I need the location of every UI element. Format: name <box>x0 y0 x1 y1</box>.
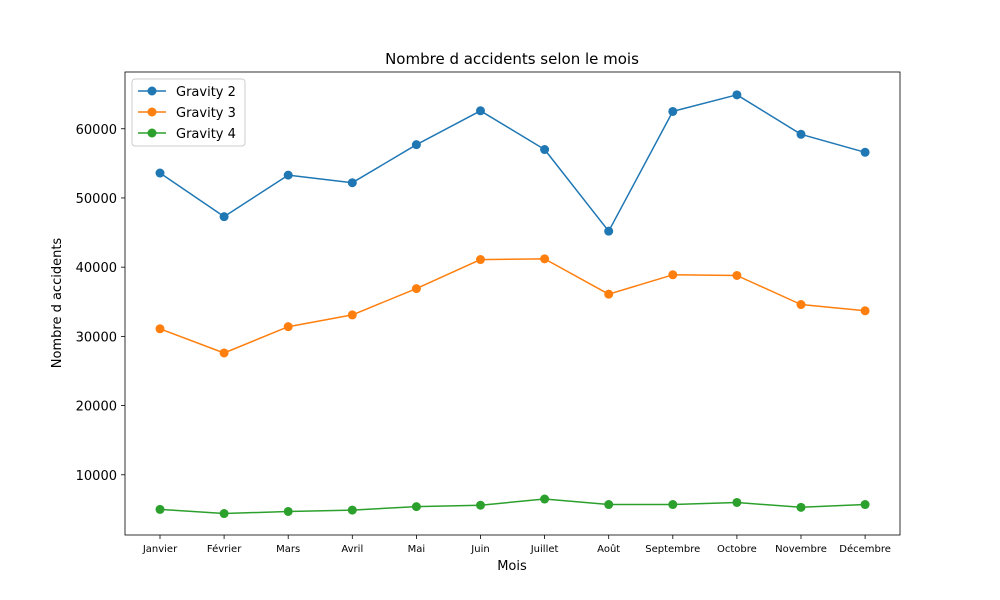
y-tick-label: 30000 <box>76 330 117 345</box>
series-line <box>159 258 866 354</box>
y-tick-label: 20000 <box>76 400 117 415</box>
y-tick-label: 60000 <box>76 123 117 138</box>
data-point <box>219 348 229 358</box>
x-tick-label: Juillet <box>530 544 559 555</box>
x-tick-label: Juin <box>470 544 489 555</box>
legend-box <box>131 78 246 147</box>
y-axis-label: Nombre d accidents <box>50 238 65 369</box>
data-point <box>604 289 614 299</box>
legend-label: Gravity 4 <box>176 127 236 142</box>
data-point <box>155 168 165 178</box>
y-tick-label: 10000 <box>76 469 117 484</box>
data-point <box>283 322 293 332</box>
data-point <box>219 509 229 519</box>
data-point <box>860 306 870 316</box>
x-axis-label: Mois <box>497 559 527 574</box>
data-point <box>411 284 421 294</box>
legend-label: Gravity 3 <box>176 106 236 121</box>
data-point <box>860 147 870 157</box>
legend-marker <box>147 128 157 138</box>
plot-area: Janvier Février Mars Avril Mai Juin Juillet Aoû… <box>76 71 901 555</box>
x-tick-label: Octobre <box>717 544 757 555</box>
data-point <box>796 502 806 512</box>
data-point <box>604 500 614 510</box>
data-point <box>668 270 678 280</box>
y-tick-label: 50000 <box>76 192 117 207</box>
data-point <box>476 106 485 116</box>
data-point <box>860 500 870 510</box>
x-tick-label: Décembre <box>839 543 891 555</box>
data-point <box>540 494 550 504</box>
data-point <box>796 300 806 310</box>
legend-marker <box>147 86 157 96</box>
data-point <box>155 324 165 334</box>
data-point <box>668 500 678 510</box>
data-point <box>796 129 806 139</box>
x-tick-label: Février <box>207 543 242 555</box>
plot-frame <box>124 71 901 536</box>
series-line <box>159 94 866 232</box>
chart-title: Nombre d accidents selon le mois <box>385 50 639 68</box>
legend-label: Gravity 2 <box>176 85 236 100</box>
y-tick-label: 40000 <box>76 261 117 276</box>
data-point <box>540 254 550 264</box>
legend: Gravity 2 Gravity 3 Gravity 4 <box>131 78 246 147</box>
data-point <box>283 170 293 180</box>
data-point <box>604 226 614 236</box>
x-tick-label: Août <box>597 543 620 555</box>
legend-marker <box>147 107 157 117</box>
data-point <box>155 504 165 514</box>
data-point <box>219 212 229 222</box>
data-point <box>347 505 357 515</box>
data-point <box>476 500 485 510</box>
data-point <box>540 145 550 155</box>
x-tick-label: Janvier <box>142 544 178 555</box>
data-point <box>476 255 485 265</box>
data-point <box>411 502 421 512</box>
x-tick-label: Novembre <box>775 544 827 555</box>
series-line <box>159 498 866 515</box>
data-point <box>732 270 742 280</box>
x-tick-label: Mars <box>276 544 300 555</box>
x-tick-label: Mai <box>408 544 426 555</box>
data-point <box>283 506 293 516</box>
data-point <box>732 90 742 100</box>
x-tick-label: Avril <box>341 544 363 555</box>
data-point <box>347 310 357 320</box>
data-point <box>411 140 421 150</box>
data-point <box>732 497 742 507</box>
data-point <box>668 106 678 116</box>
x-tick-label: Septembre <box>645 544 700 555</box>
data-point <box>347 178 357 188</box>
